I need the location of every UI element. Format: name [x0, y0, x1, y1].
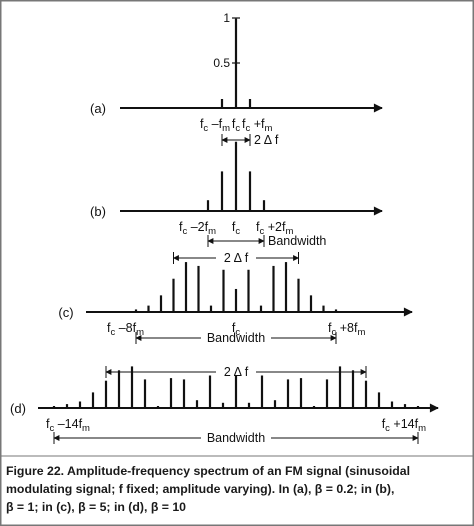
deviation-annotation: 2 Δ f — [105, 365, 367, 379]
panel-label: (d) — [10, 401, 26, 416]
caption-line-3: β = 1; in (c), β = 5; in (d), β = 10 — [6, 500, 187, 514]
spectrum-panels: (a)10.5fc –fm fc fc +fm2 Δ f(b)fc –2fm fc fc… — [10, 11, 439, 445]
panel-a: (a) 1 0.5 fc –fm fc fc +fm2 Δ f — [90, 11, 383, 147]
frequency-tick-label: fc +2fm — [256, 220, 293, 237]
amplitude-tick-label: 1 — [223, 11, 230, 25]
caption-line-2: modulating signal; f fixed; amplitude va… — [6, 482, 395, 496]
panel-label: (b) — [90, 204, 106, 219]
annotation-label: 2 Δ f — [254, 133, 279, 147]
frequency-tick-label: fc –fm — [200, 117, 230, 134]
bandwidth-annotation: Bandwidth — [53, 431, 419, 445]
frequency-tick-label: fc –2fm — [179, 220, 216, 237]
annotation-label: Bandwidth — [207, 431, 265, 445]
frequency-tick-label: fc +14fm — [382, 417, 426, 434]
annotation-label: Bandwidth — [268, 234, 326, 248]
panel-c: (c) fc –8fm fc fc +8fm 2 Δ f Bandwidth — [58, 251, 413, 345]
annotation-label: 2 Δ f — [224, 365, 249, 379]
frequency-tick-label: fc — [232, 321, 240, 338]
figure-caption: Figure 22. Amplitude-frequency spectrum … — [6, 462, 468, 516]
caption-line-1: Figure 22. Amplitude-frequency spectrum … — [6, 464, 411, 478]
frequency-tick-label: fc –14fm — [46, 417, 90, 434]
panel-label: (c) — [58, 305, 73, 320]
annotation-label: Bandwidth — [207, 331, 265, 345]
panel-label: (a) — [90, 101, 106, 116]
annotation-label: 2 Δ f — [224, 251, 249, 265]
bandwidth-annotation: Bandwidth — [135, 331, 337, 345]
frequency-tick-label: fc — [232, 117, 240, 134]
panel-d: (d) fc –14fm fc +14fm 2 Δ f Bandwidth — [10, 365, 439, 445]
deviation-annotation: 2 Δ f — [172, 251, 300, 265]
deviation-annotation: 2 Δ f — [221, 133, 279, 147]
frequency-tick-label: fc –8fm — [107, 321, 144, 338]
frequency-tick-label: fc +fm — [242, 117, 272, 134]
amplitude-tick-label: 0.5 — [213, 56, 230, 70]
frequency-tick-label: fc — [232, 220, 240, 237]
bandwidth-annotation: Bandwidth — [207, 234, 326, 248]
frequency-tick-label: fc +8fm — [328, 321, 365, 338]
